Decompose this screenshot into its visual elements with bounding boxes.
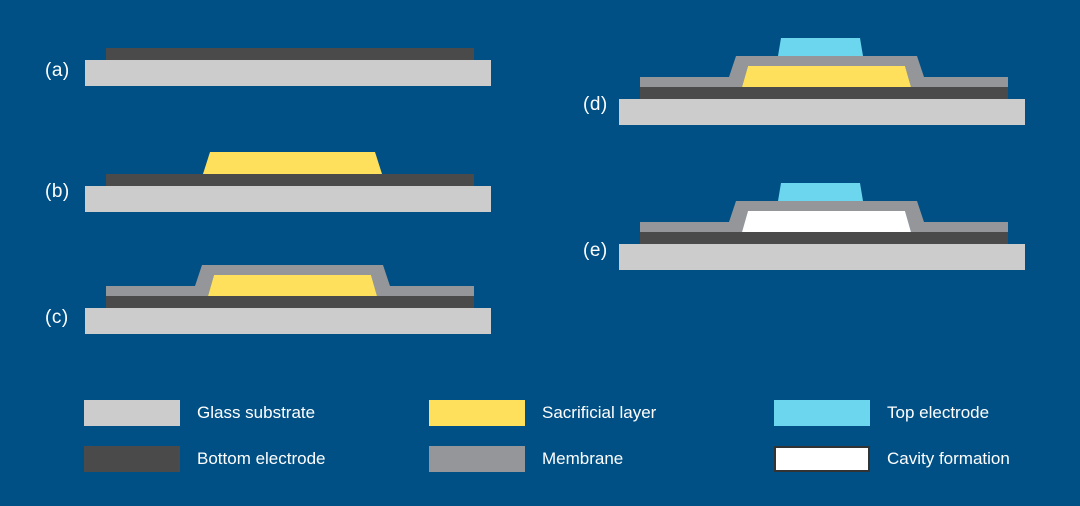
- panel-label-e: (e): [583, 240, 608, 261]
- panel-d-stack: [619, 38, 1025, 125]
- glass-substrate-layer: [85, 186, 491, 212]
- panel-label-d: (d): [583, 94, 608, 115]
- bottom-electrode-layer: [106, 174, 474, 186]
- legend-item-membrane: Membrane: [429, 446, 774, 472]
- bottom-electrode-layer: [106, 296, 474, 308]
- legend-item-cavity-formation: Cavity formation: [774, 446, 1044, 472]
- legend-label-glass-substrate: Glass substrate: [197, 403, 316, 422]
- bottom-electrode-layer: [106, 48, 474, 60]
- legend-item-glass-substrate: Glass substrate: [84, 400, 429, 426]
- glass-substrate-layer: [619, 99, 1025, 125]
- panel-label-c: (c): [45, 307, 69, 328]
- legend-swatch-bottom-electrode: [84, 446, 180, 472]
- legend-label-bottom-electrode: Bottom electrode: [197, 449, 326, 468]
- legend-item-top-electrode: Top electrode: [774, 400, 1044, 426]
- membrane-layer: [106, 265, 474, 296]
- legend-swatch-top-electrode: [774, 400, 870, 426]
- panel-e-stack: [619, 183, 1025, 270]
- panel-c-stack: [85, 265, 491, 334]
- membrane-layer: [640, 201, 1008, 232]
- bottom-electrode-layer: [640, 87, 1008, 99]
- top-electrode-shape: [778, 38, 863, 56]
- legend-label-top-electrode: Top electrode: [887, 403, 990, 422]
- sacrificial-layer-shape: [208, 275, 377, 296]
- glass-substrate-layer: [619, 244, 1025, 270]
- bottom-electrode-layer: [640, 232, 1008, 244]
- panel-b-stack: [85, 152, 491, 212]
- legend-label-cavity-formation: Cavity formation: [887, 449, 1010, 468]
- legend-swatch-membrane: [429, 446, 525, 472]
- legend-swatch-cavity-formation: [774, 446, 870, 472]
- glass-substrate-layer: [85, 308, 491, 334]
- legend-label-membrane: Membrane: [542, 449, 624, 468]
- membrane-layer: [640, 56, 1008, 87]
- sacrificial-layer-shape: [203, 152, 382, 174]
- cavity-shape: [742, 211, 911, 232]
- legend: Glass substrate Sacrificial layer Top el…: [84, 390, 1044, 482]
- legend-swatch-sacrificial-layer: [429, 400, 525, 426]
- legend-swatch-glass-substrate: [84, 400, 180, 426]
- glass-substrate-layer: [85, 60, 491, 86]
- legend-item-sacrificial-layer: Sacrificial layer: [429, 400, 774, 426]
- legend-label-sacrificial-layer: Sacrificial layer: [542, 403, 657, 422]
- panel-label-a: (a): [45, 60, 70, 81]
- legend-item-bottom-electrode: Bottom electrode: [84, 446, 429, 472]
- top-electrode-shape: [778, 183, 863, 201]
- panel-a-stack: [85, 48, 491, 86]
- panel-label-b: (b): [45, 181, 70, 202]
- sacrificial-layer-shape: [742, 66, 911, 87]
